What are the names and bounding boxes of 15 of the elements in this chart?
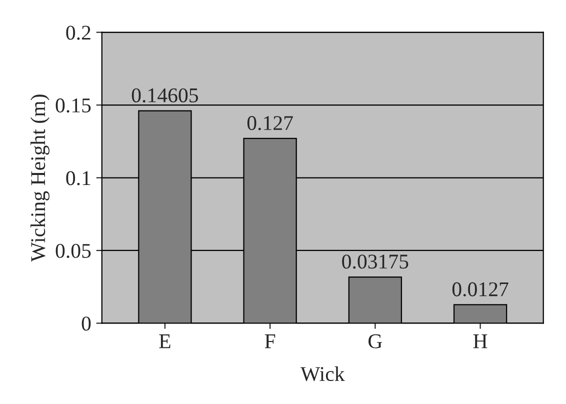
x-tick-label: F [264, 334, 276, 348]
x-tick-label: E [159, 334, 170, 348]
data-label: 0.0127 [452, 282, 508, 296]
y-tick-label: 0.15 [56, 98, 91, 113]
y-tick-label: 0.1 [66, 171, 90, 186]
data-label: 0.14605 [132, 88, 198, 102]
x-tick-label: G [368, 334, 382, 348]
y-tick-label: 0.2 [66, 26, 90, 40]
y-axis-title: Wicking Height (m) [30, 94, 50, 262]
x-tick-label: H [473, 334, 488, 348]
data-label: 0.127 [247, 116, 293, 130]
data-label: 0.03175 [342, 254, 408, 269]
x-axis-title: Wick [300, 366, 345, 382]
y-tick-label: 0 [82, 316, 91, 331]
y-tick-label: 0.05 [56, 244, 91, 258]
